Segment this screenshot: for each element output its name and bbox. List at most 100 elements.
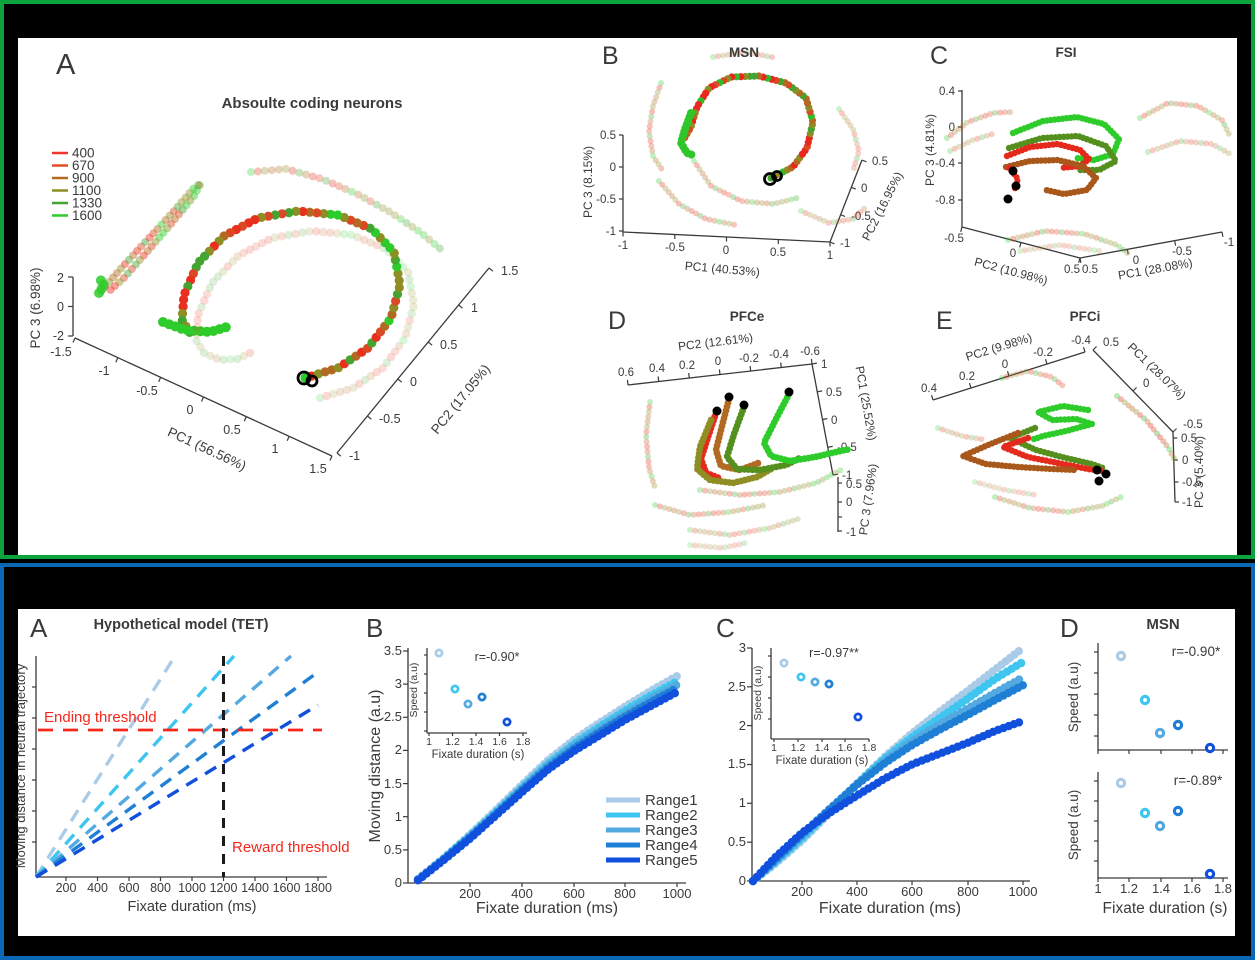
trajectory-dot — [239, 351, 248, 361]
tick-label: -1 — [349, 449, 360, 463]
tick-label: 200 — [459, 886, 481, 901]
dashed-line — [34, 654, 293, 879]
trajectory-dot — [1030, 505, 1037, 512]
trajectory-dot — [1028, 368, 1034, 375]
trajectory-dot — [800, 483, 807, 489]
trajectory-dot — [739, 49, 746, 56]
trajectory-dot — [1036, 245, 1043, 251]
tick-label: 800 — [150, 881, 171, 895]
trajectory-dot — [649, 108, 656, 115]
trajectory-dot — [666, 506, 673, 513]
trajectory-dot — [701, 543, 708, 550]
trajectory-dot — [1083, 231, 1090, 238]
trajectory-dot — [125, 255, 133, 264]
tick-label: 0 — [410, 375, 417, 389]
trajectory-dot — [1219, 117, 1226, 124]
trajectory-dot — [729, 50, 736, 57]
tick-mark — [286, 436, 290, 442]
trajectory-dot — [359, 235, 369, 245]
tick-label: 1000 — [1009, 884, 1038, 899]
trajectory-dot — [695, 511, 702, 518]
trajectory-dot — [696, 528, 703, 535]
tick-label: -0.5 — [1172, 246, 1192, 258]
trajectory-dot — [739, 198, 746, 205]
trajectory-dot — [697, 542, 703, 549]
trajectory-dot — [805, 481, 812, 488]
trajectory-dot — [658, 165, 665, 172]
tick-mark — [488, 267, 494, 272]
trajectory-dot — [978, 436, 985, 443]
trajectory-dot — [1225, 150, 1232, 157]
trajectory-dot — [153, 224, 162, 233]
trajectory-dot — [1141, 415, 1147, 422]
trajectory-dot — [111, 282, 119, 290]
trajectory-dot — [419, 231, 428, 240]
trajectory-dot — [402, 219, 411, 227]
trajectory-dot — [151, 237, 160, 246]
trajectory-dot — [288, 166, 297, 175]
panel-title: MSN — [1146, 616, 1179, 633]
trajectory-dot — [1163, 142, 1170, 149]
trajectory-dot — [251, 242, 261, 251]
trajectory-dot — [430, 240, 439, 248]
trajectory-dot — [949, 429, 956, 436]
trajectory-dot — [366, 371, 376, 381]
trajectory-dot — [1055, 379, 1062, 386]
trajectory-dot — [1040, 506, 1047, 513]
trajectory-dot — [721, 189, 728, 196]
trajectory-dot — [1094, 503, 1101, 510]
tick-label: 0.5 — [846, 479, 862, 491]
trajectory-dot — [947, 148, 953, 154]
tick-mark — [822, 418, 828, 421]
correlation-label: r=-0.90* — [1172, 644, 1221, 659]
trajectory-dot — [335, 182, 343, 191]
trajectory-end-marker — [1008, 166, 1018, 176]
trajectory-dot — [776, 489, 783, 495]
tick-mark — [930, 395, 934, 401]
trajectory-dot — [749, 199, 756, 205]
trajectory-dot — [1053, 228, 1060, 235]
trajectory-dot — [329, 389, 338, 399]
trajectory-dot — [650, 153, 656, 159]
trajectory-dot — [322, 391, 331, 401]
trajectory-dot — [688, 208, 695, 215]
trajectory-dot — [192, 336, 201, 346]
tick-label: -1 — [618, 240, 628, 252]
tick-label: 0.4 — [921, 383, 938, 395]
tick-label: 0 — [395, 875, 402, 890]
trajectory-dot — [267, 166, 276, 175]
trajectory-dot — [963, 433, 970, 440]
trajectory-dot — [163, 224, 172, 233]
trajectory-dot — [1120, 246, 1127, 253]
trajectory-dot — [850, 165, 857, 171]
trajectory-dot — [319, 209, 329, 219]
trajectory-dot — [1013, 371, 1020, 378]
trajectory-dot — [1188, 139, 1195, 145]
trajectory-dot — [693, 210, 700, 217]
legend-label: Range2 — [645, 807, 698, 824]
trajectory-dot — [770, 523, 777, 530]
trajectory-dot — [968, 434, 975, 441]
trajectory-dot — [1159, 144, 1166, 151]
tick-label: -0.5 — [596, 194, 616, 206]
trajectory-dot — [159, 228, 168, 237]
trajectory-dot — [651, 98, 658, 105]
trajectory-dot — [952, 128, 958, 135]
trajectory-dot — [161, 216, 170, 224]
trajectory-dot — [254, 167, 262, 176]
trajectory-dot — [955, 125, 962, 132]
trajectory-dot — [644, 423, 650, 430]
legend-label: 1100 — [72, 183, 101, 198]
data-point-center — [799, 675, 803, 679]
trajectory-dot — [1147, 422, 1154, 429]
trajectory-dot — [1045, 506, 1052, 513]
trajectory-dot — [182, 201, 191, 210]
trajectory-dot — [741, 529, 748, 536]
trajectory-dot — [341, 185, 350, 193]
trajectory-dot — [815, 478, 822, 485]
trajectory-dot — [386, 352, 396, 362]
trajectory-dot — [199, 348, 209, 358]
trajectory-dot — [119, 274, 128, 282]
tick-label: -0.2 — [739, 353, 759, 365]
trajectory-dot — [220, 322, 231, 333]
